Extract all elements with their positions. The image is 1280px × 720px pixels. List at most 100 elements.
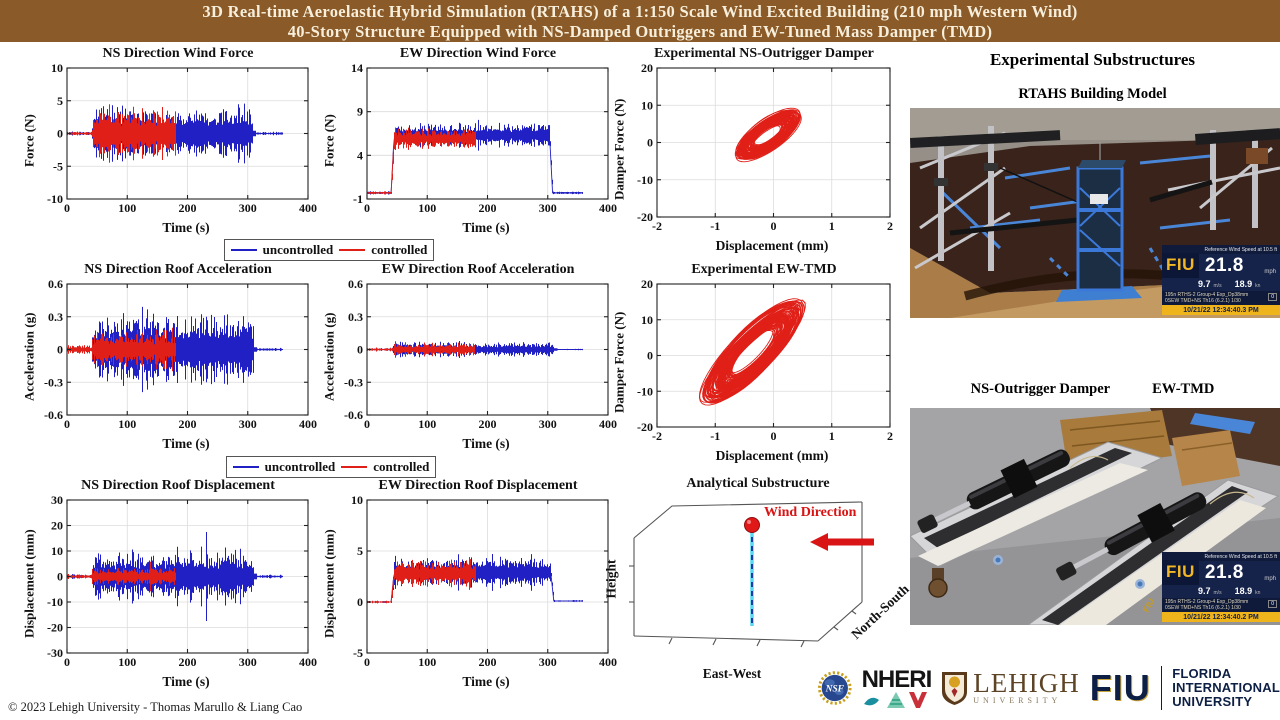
legend-row1: uncontrolled controlled <box>224 239 434 261</box>
y-axis-label: Acceleration (g) <box>321 312 337 401</box>
wind-speed-unit: mph <box>1264 268 1276 275</box>
ew-wind-force-chart: EW Direction Wind Force Force (N) Time (… <box>322 46 620 236</box>
controlled-line-swatch <box>341 466 368 468</box>
chart-title: NS Direction Wind Force <box>102 46 254 61</box>
sponsor-logos: NSF NHERI LEHIGH UNIVERSITY <box>818 658 1280 718</box>
left-truss-frame <box>910 126 1083 271</box>
kn-unit: kn <box>1255 282 1261 289</box>
wind-speed-overlay: Reference Wind Speed at 10.5 ft FIU 21.8… <box>1162 244 1280 315</box>
legend-controlled-label: controlled <box>373 459 430 474</box>
copyright-notice: © 2023 Lehigh University - Thomas Marull… <box>8 700 303 714</box>
wind-speed-ms: 9.7 <box>1198 585 1211 596</box>
nheri-logo: NHERI <box>861 666 933 709</box>
legend-row2: uncontrolled controlled <box>226 456 436 478</box>
legend-controlled-label: controlled <box>371 242 428 257</box>
nheri-wordmark: NHERI <box>861 666 933 694</box>
x-axis-label: Time (s) <box>462 674 510 689</box>
fiu-logo-divider <box>1160 666 1163 710</box>
kn-unit: kn <box>1255 589 1261 596</box>
overlay-badge: 0 <box>1268 292 1277 301</box>
fiu-name-line1: FLORIDA <box>1172 665 1232 681</box>
mount-bolt <box>928 568 948 598</box>
chart-title: NS Direction Roof Acceleration <box>84 262 272 277</box>
test-id-line1: 195n RTHS-2 Group-4 Exp_Dp38mm <box>1165 291 1249 298</box>
ns-outrigger-damper-plot <box>627 63 902 236</box>
lehigh-shield-icon <box>942 671 968 705</box>
ew-roof-acceleration-chart: EW Direction Roof Acceleration Accelerat… <box>322 262 620 452</box>
uncontrolled-line-swatch <box>230 249 257 251</box>
x-axis-label: Time (s) <box>162 674 210 689</box>
overlay-badge: 0 <box>1268 599 1277 608</box>
pendulum <box>744 517 760 626</box>
ew-tmd-chart: Experimental EW-TMD Damper Force (N) Dis… <box>612 262 902 464</box>
ew-tmd-actuator <box>1056 492 1207 581</box>
lehigh-wordmark: LEHIGH <box>973 668 1080 699</box>
wind-tunnel-scene <box>910 108 1280 318</box>
ew-tmd-plot <box>627 279 902 446</box>
x-axis-label: Time (s) <box>162 220 210 235</box>
fiu-name-line2: INTERNATIONAL <box>1172 679 1280 695</box>
ns-roof-displacement-chart: NS Direction Roof Displacement Displacem… <box>22 478 320 690</box>
y-axis-label: Acceleration (g) <box>21 312 37 401</box>
x-axis-label: Time (s) <box>462 436 510 451</box>
height-axis-label: Height <box>603 559 619 599</box>
y-axis-label: Damper Force (N) <box>611 98 627 201</box>
fiu-logo: FIU <box>1089 666 1151 708</box>
ns-roof-acceleration-chart: NS Direction Roof Acceleration Accelerat… <box>22 262 320 452</box>
ew-roof-displacement-chart: EW Direction Roof Displacement Displacem… <box>322 478 620 690</box>
ew-roof-displacement-plot <box>337 495 620 672</box>
y-axis-label: Damper Force (N) <box>611 311 627 414</box>
legend-uncontrolled-label: uncontrolled <box>262 242 334 257</box>
wind-speed-ms: 9.7 <box>1198 278 1211 289</box>
fiu-university-name: FLORIDA INTERNATIONAL UNIVERSITY <box>1172 665 1280 710</box>
ms-unit: m/s <box>1213 589 1222 596</box>
svg-text:NSF: NSF <box>825 685 845 695</box>
dampers-photo: LEHIGH FIU Reference Wind Speed at 10.5 … <box>910 408 1280 625</box>
rtahs-building-model-photo: Reference Wind Speed at 10.5 ft FIU 21.8… <box>910 108 1280 318</box>
nheri-glyphs <box>864 691 928 708</box>
right-truss-frame <box>1149 128 1280 230</box>
chart-title: Experimental NS-Outrigger Damper <box>654 46 874 61</box>
experimental-substructures-heading: Experimental Substructures <box>989 50 1196 69</box>
x-axis-label: Displacement (mm) <box>715 448 829 463</box>
x-axis-label: Time (s) <box>162 436 210 451</box>
chart-title: Analytical Substructure <box>686 476 830 491</box>
substructure-3d-axes <box>629 501 874 648</box>
lehigh-logo: LEHIGH UNIVERSITY <box>941 668 1080 706</box>
test-id-line1: 195n RTHS-2 Group-4 Exp_Dp38mm <box>1165 598 1249 605</box>
chart-title: EW Direction Roof Acceleration <box>381 262 575 277</box>
y-axis-label: Force (N) <box>321 114 337 167</box>
ns-outrigger-rail <box>910 441 1164 567</box>
ns-wind-force-chart: NS Direction Wind Force Force (N) Time (… <box>22 46 320 236</box>
ew-tmd-label: EW-TMD <box>1152 381 1215 397</box>
ns-wind-force-plot <box>37 63 320 218</box>
analytical-substructure-chart: Analytical Substructure <box>604 476 912 690</box>
building-tower-model <box>1056 142 1142 302</box>
title-bar: 3D Real-time Aeroelastic Hybrid Simulati… <box>0 0 1280 42</box>
ns-roof-displacement-plot <box>37 495 320 672</box>
wind-speed-kn: 18.9 <box>1234 278 1253 289</box>
ns-outrigger-actuator <box>917 449 1070 533</box>
ms-unit: m/s <box>1213 282 1222 289</box>
ns-outrigger-damper-label: NS-Outrigger Damper <box>970 381 1111 397</box>
test-id-line2: 0SEW TMD+NS Th16 (6.2.1) 1/30 <box>1165 297 1241 304</box>
page-title-line1: 3D Real-time Aeroelastic Hybrid Simulati… <box>202 2 1078 21</box>
uncontrolled-line-swatch <box>232 466 259 468</box>
wind-speed-value: 21.8 <box>1204 561 1244 583</box>
y-axis-label: Force (N) <box>21 114 37 167</box>
y-axis-label: Displacement (mm) <box>321 529 337 638</box>
page-title-line2: 40-Story Structure Equipped with NS-Damp… <box>287 22 993 41</box>
fiu-name-line3: UNIVERSITY <box>1172 694 1253 710</box>
chart-title: EW Direction Wind Force <box>399 46 557 61</box>
reference-wind-speed-label: Reference Wind Speed at 10.5 ft <box>1162 551 1280 561</box>
wind-direction-label: Wind Direction <box>764 505 857 520</box>
lehigh-university-label: UNIVERSITY <box>973 695 1062 705</box>
wind-direction-arrow <box>810 533 874 551</box>
ew-wind-force-plot <box>337 63 620 218</box>
chart-title: EW Direction Roof Displacement <box>378 478 578 493</box>
nsf-logo: NSF <box>818 671 852 705</box>
wind-speed-overlay: Reference Wind Speed at 10.5 ft FIU 21.8… <box>1162 551 1280 622</box>
fiu-overlay-logo: FIU <box>1162 253 1199 278</box>
test-id-line2: 0SEW TMD+NS Th16 (6.2.1) 1/30 <box>1165 604 1241 611</box>
